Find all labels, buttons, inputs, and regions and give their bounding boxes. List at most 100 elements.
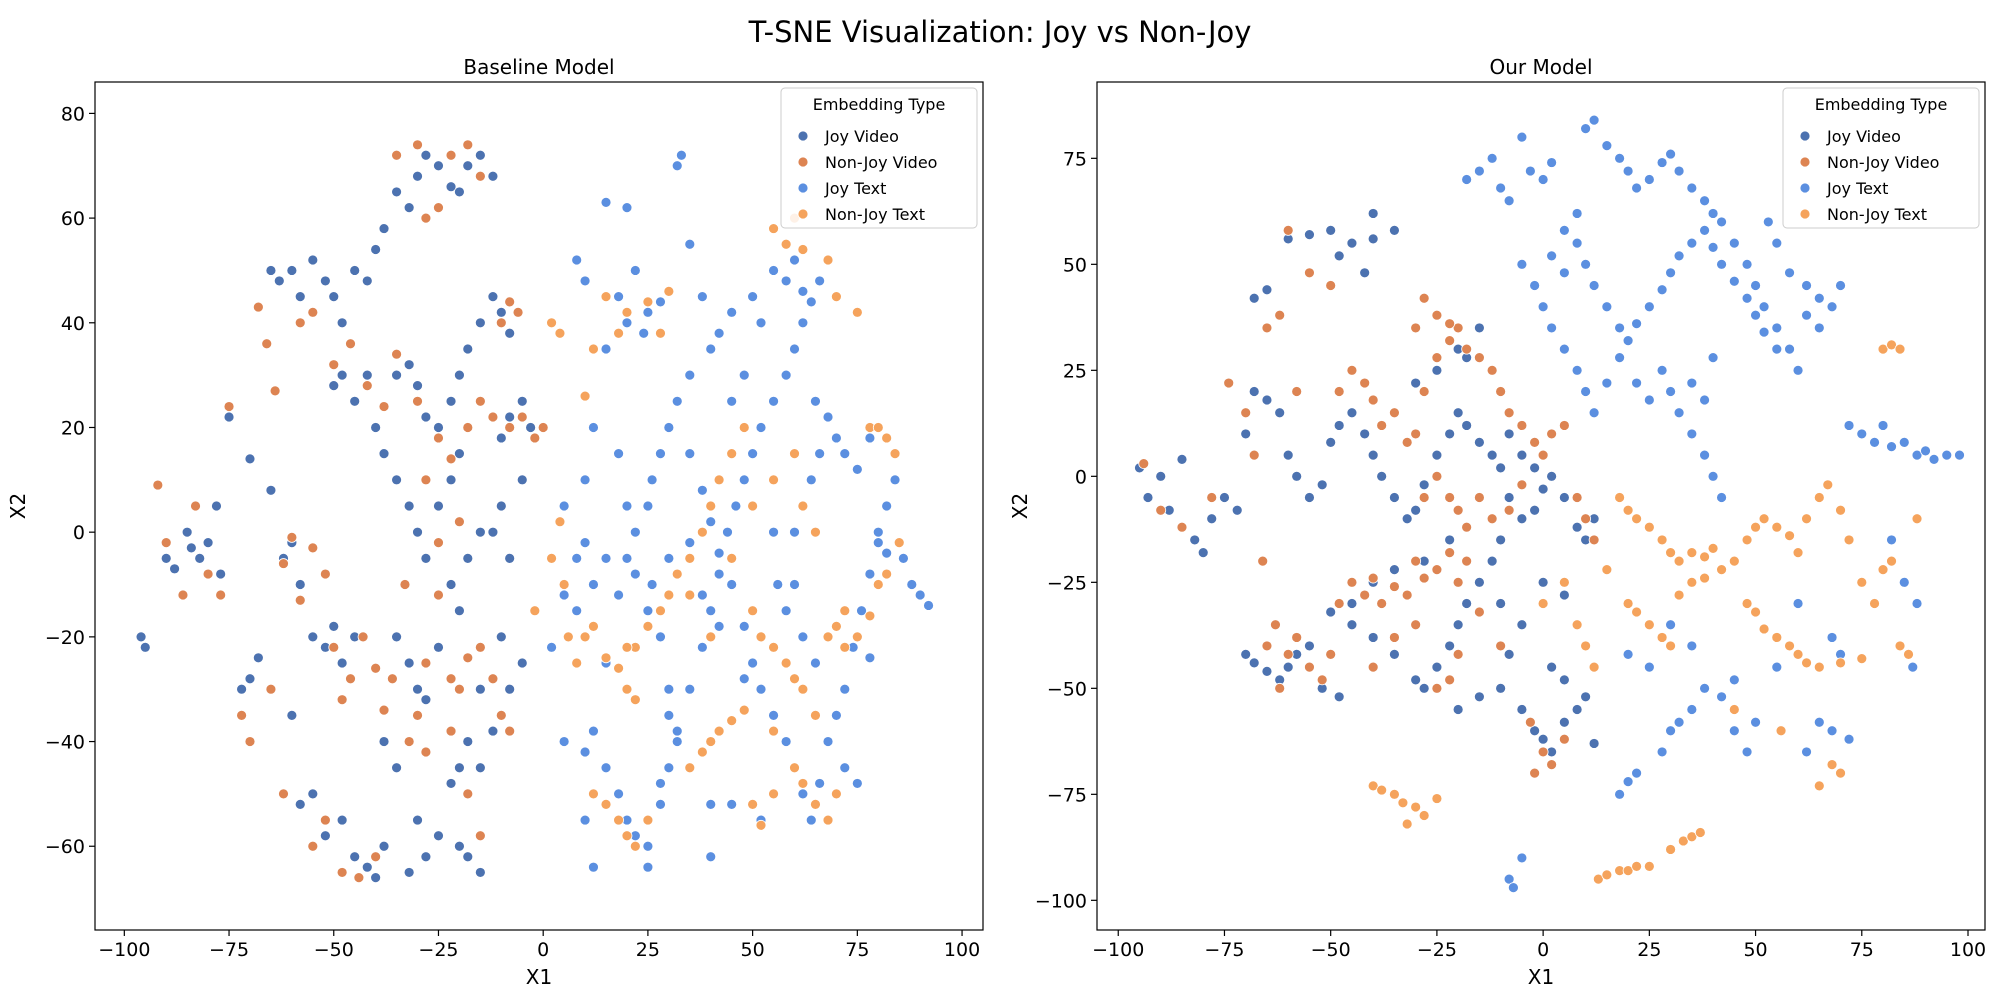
scatter-point <box>1431 661 1443 673</box>
scatter-point <box>1699 682 1710 694</box>
scatter-point <box>412 139 423 151</box>
scatter-point <box>1643 521 1655 533</box>
scatter-point <box>1835 280 1846 291</box>
y-tick-label: 40 <box>61 313 85 335</box>
legend-label: Non-Joy Video <box>825 153 937 172</box>
scatter-point <box>1903 649 1914 660</box>
scatter-point <box>1248 386 1260 397</box>
scatter-point <box>420 149 432 161</box>
scatter-point <box>462 652 474 664</box>
scatter-point <box>391 149 402 161</box>
scatter-point <box>1707 241 1719 253</box>
scatter-point <box>244 736 256 747</box>
scatter-point <box>529 605 541 617</box>
scatter-point <box>1367 233 1379 245</box>
scatter-point <box>696 641 708 653</box>
scatter-point <box>1401 436 1413 448</box>
scatter-point <box>185 542 197 554</box>
scatter-point <box>642 605 654 617</box>
scatter-point <box>1431 449 1443 461</box>
scatter-point <box>1503 492 1515 503</box>
legend-box <box>780 87 978 229</box>
scatter-point <box>830 291 842 303</box>
scatter-point <box>1503 407 1515 419</box>
scatter-point <box>1894 343 1906 355</box>
scatter-point <box>726 306 738 318</box>
scatter-point <box>1728 704 1740 715</box>
scatter-point <box>1346 237 1358 249</box>
scatter-point <box>1197 547 1209 559</box>
scatter-point <box>588 788 599 800</box>
scatter-point <box>1304 492 1315 503</box>
scatter-point <box>1431 309 1443 321</box>
scatter-point <box>1707 470 1719 482</box>
scatter-point <box>1431 564 1443 575</box>
scatter-point <box>621 202 633 214</box>
scatter-point <box>1673 250 1685 262</box>
scatter-point <box>1580 640 1592 652</box>
scatter-point <box>1631 861 1642 872</box>
scatter-point <box>1822 479 1834 491</box>
scatter-point <box>1529 280 1541 291</box>
scatter-point <box>1291 632 1303 643</box>
scatter-point <box>663 552 675 564</box>
scatter-point <box>1784 640 1795 652</box>
scatter-point <box>462 139 474 151</box>
scatter-point <box>830 709 842 721</box>
y-tick-label: 20 <box>61 417 85 439</box>
scatter-point <box>1495 598 1507 609</box>
scatter-point <box>1524 165 1536 177</box>
scatter-point <box>558 736 570 747</box>
scatter-point <box>445 453 457 465</box>
scatter-point <box>1367 632 1379 643</box>
scatter-point <box>1835 504 1846 516</box>
scatter-point <box>1758 301 1770 313</box>
scatter-point <box>571 605 583 617</box>
scatter-point <box>600 196 612 208</box>
scatter-point <box>1601 564 1613 575</box>
scatter-point <box>1138 458 1150 470</box>
scatter-point <box>642 861 654 873</box>
scatter-point <box>780 238 792 250</box>
scatter-point <box>1333 420 1345 431</box>
scatter-point <box>663 422 675 433</box>
scatter-point <box>504 725 516 737</box>
scatter-point <box>851 631 863 643</box>
scatter-point <box>1588 114 1600 126</box>
scatter-point <box>839 683 851 695</box>
scatter-point <box>1333 598 1345 609</box>
scatter-point <box>755 819 767 831</box>
scatter-point <box>1801 513 1812 525</box>
scatter-point <box>851 463 863 475</box>
scatter-point <box>558 589 570 601</box>
scatter-point <box>1792 547 1804 559</box>
x-tick-label: −50 <box>314 939 354 961</box>
baseline-model-panel: Baseline Model −100 −75 −50 −25 0 25 50 75 100 X1 −… <box>6 55 984 989</box>
scatter-point <box>755 317 767 329</box>
scatter-point <box>646 579 658 590</box>
scatter-point <box>433 537 444 549</box>
scatter-points <box>1134 114 1965 893</box>
scatter-point <box>642 840 654 852</box>
scatter-point <box>1588 280 1600 291</box>
scatter-point <box>1516 479 1528 491</box>
scatter-point <box>286 709 298 721</box>
scatter-point <box>1516 852 1528 864</box>
scatter-point <box>671 736 683 747</box>
x-tick-label: −50 <box>1311 939 1351 961</box>
scatter-point <box>1359 428 1371 440</box>
scatter-point <box>412 526 423 538</box>
scatter-point <box>1444 335 1456 347</box>
scatter-point <box>336 369 348 381</box>
scatter-point <box>1325 436 1337 448</box>
scatter-point <box>621 552 633 564</box>
scatter-point <box>1529 462 1541 474</box>
legend-marker <box>797 156 809 168</box>
scatter-point <box>1231 504 1243 516</box>
scatter-point <box>1524 716 1536 728</box>
scatter-point <box>223 401 235 412</box>
series-non-joy-video <box>152 139 549 884</box>
scatter-point <box>571 552 583 564</box>
scatter-point <box>370 662 382 674</box>
